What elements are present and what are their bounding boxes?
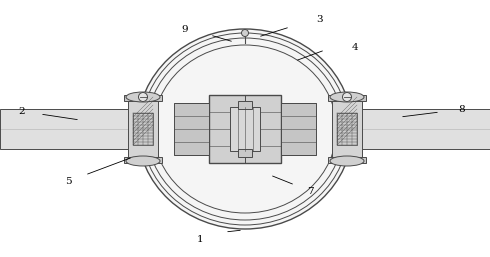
- Bar: [238, 101, 252, 109]
- Ellipse shape: [126, 92, 160, 102]
- Ellipse shape: [330, 92, 364, 102]
- Ellipse shape: [138, 29, 352, 229]
- Text: 8: 8: [459, 105, 466, 114]
- Circle shape: [343, 93, 351, 102]
- Bar: [124, 157, 162, 163]
- Bar: [209, 95, 281, 163]
- Bar: [128, 100, 158, 158]
- Ellipse shape: [330, 156, 364, 166]
- Bar: [337, 113, 357, 145]
- Bar: [328, 95, 366, 101]
- Bar: [0, 109, 155, 149]
- Text: 7: 7: [307, 188, 313, 197]
- Bar: [133, 113, 153, 145]
- Text: 2: 2: [19, 107, 25, 116]
- Bar: [340, 109, 490, 149]
- Text: 4: 4: [352, 42, 358, 51]
- Bar: [328, 157, 366, 163]
- Bar: [174, 103, 209, 155]
- Bar: [230, 107, 260, 151]
- Circle shape: [242, 30, 248, 36]
- Bar: [124, 95, 162, 101]
- Text: 1: 1: [196, 235, 203, 244]
- Circle shape: [139, 93, 147, 102]
- Ellipse shape: [126, 156, 160, 166]
- Text: 9: 9: [182, 24, 188, 33]
- Text: 5: 5: [65, 178, 72, 187]
- Text: 3: 3: [317, 15, 323, 24]
- Bar: [332, 100, 362, 158]
- Bar: [238, 149, 252, 157]
- Bar: [281, 103, 316, 155]
